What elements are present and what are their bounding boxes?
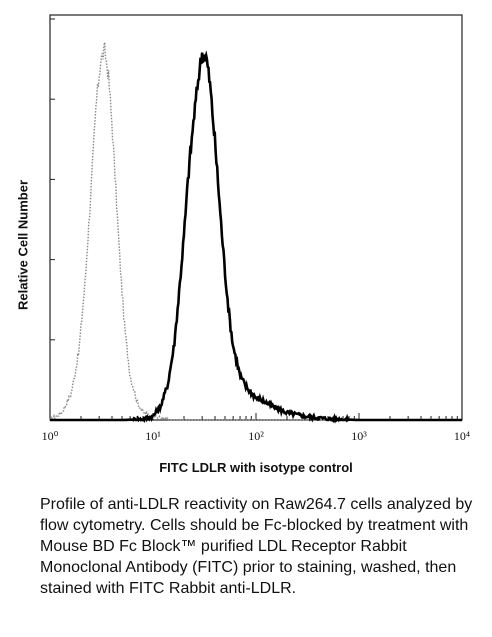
- axis-ticks: [49, 18, 463, 421]
- x-tick-label: 10⁰: [42, 429, 59, 443]
- x-tick-label: 10⁴: [454, 429, 470, 443]
- series-layer: [49, 42, 462, 424]
- x-tick-labels: 10⁰ 10¹ 10² 10³ 10⁴: [42, 429, 471, 443]
- x-tick-label: 10¹: [145, 429, 161, 443]
- x-axis-label: FITC LDLR with isotype control: [159, 460, 353, 475]
- histogram-chart: 10⁰ 10¹ 10² 10³ 10⁴: [42, 14, 471, 443]
- ldlr-stained-series: [50, 50, 462, 424]
- isotype-control-series: [49, 42, 462, 422]
- figure-caption: Profile of anti-LDLR reactivity on Raw26…: [40, 496, 473, 597]
- y-axis-label: Relative Cell Number: [15, 179, 31, 311]
- x-tick-label: 10²: [248, 429, 264, 443]
- y-axis-label-box: Relative Cell Number: [8, 145, 38, 345]
- plot-frame: [49, 14, 463, 421]
- x-tick-label: 10³: [351, 429, 367, 443]
